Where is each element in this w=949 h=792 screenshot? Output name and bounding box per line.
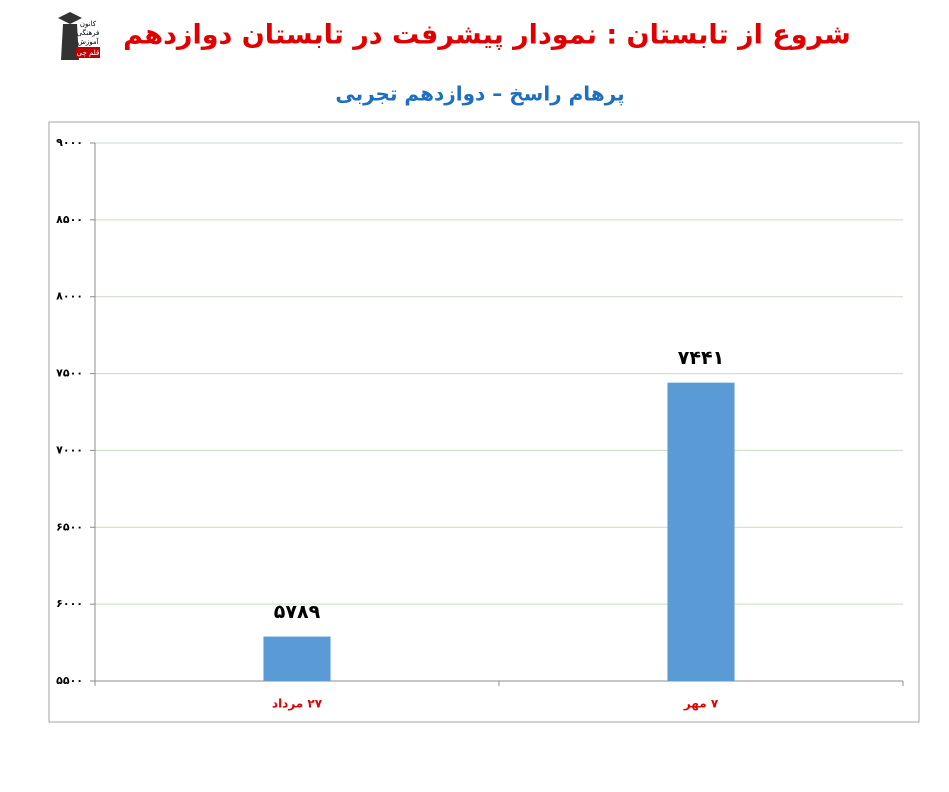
logo-text: آموزش: [77, 37, 99, 46]
y-tick-label: ۶۰۰۰: [56, 597, 83, 610]
bar: [263, 636, 331, 681]
bar: [667, 382, 735, 681]
y-tick-label: ۷۵۰۰: [56, 367, 83, 380]
value-label: ۵۷۸۹: [274, 601, 321, 623]
y-tick-label: ۹۰۰۰: [56, 136, 83, 149]
y-tick-label: ۶۵۰۰: [56, 520, 83, 533]
logo-badge-bg: [76, 47, 100, 58]
x-tick-label: ۷ مهر: [683, 697, 719, 711]
logo: کانون فرهنگی آموزش قلم چی: [58, 12, 100, 60]
chart-subtitle: پرهام راسخ – دوازدهم تجربی: [335, 82, 624, 107]
chart-frame: [48, 121, 920, 723]
logo-text: کانون: [80, 20, 97, 28]
chart-title: شروع از تابستان : نمودار پیشرفت در تابست…: [123, 20, 851, 51]
y-tick-label: ۷۰۰۰: [56, 443, 83, 456]
x-tick-label: ۲۷ مرداد: [272, 697, 323, 711]
y-tick-label: ۵۵۰۰: [56, 674, 83, 687]
value-label: ۷۴۴۱: [678, 347, 724, 369]
y-tick-label: ۸۰۰۰: [56, 290, 83, 303]
logo-badge: قلم چی: [77, 49, 100, 57]
logo-text: فرهنگی: [77, 28, 100, 37]
y-tick-label: ۸۵۰۰: [56, 213, 83, 226]
